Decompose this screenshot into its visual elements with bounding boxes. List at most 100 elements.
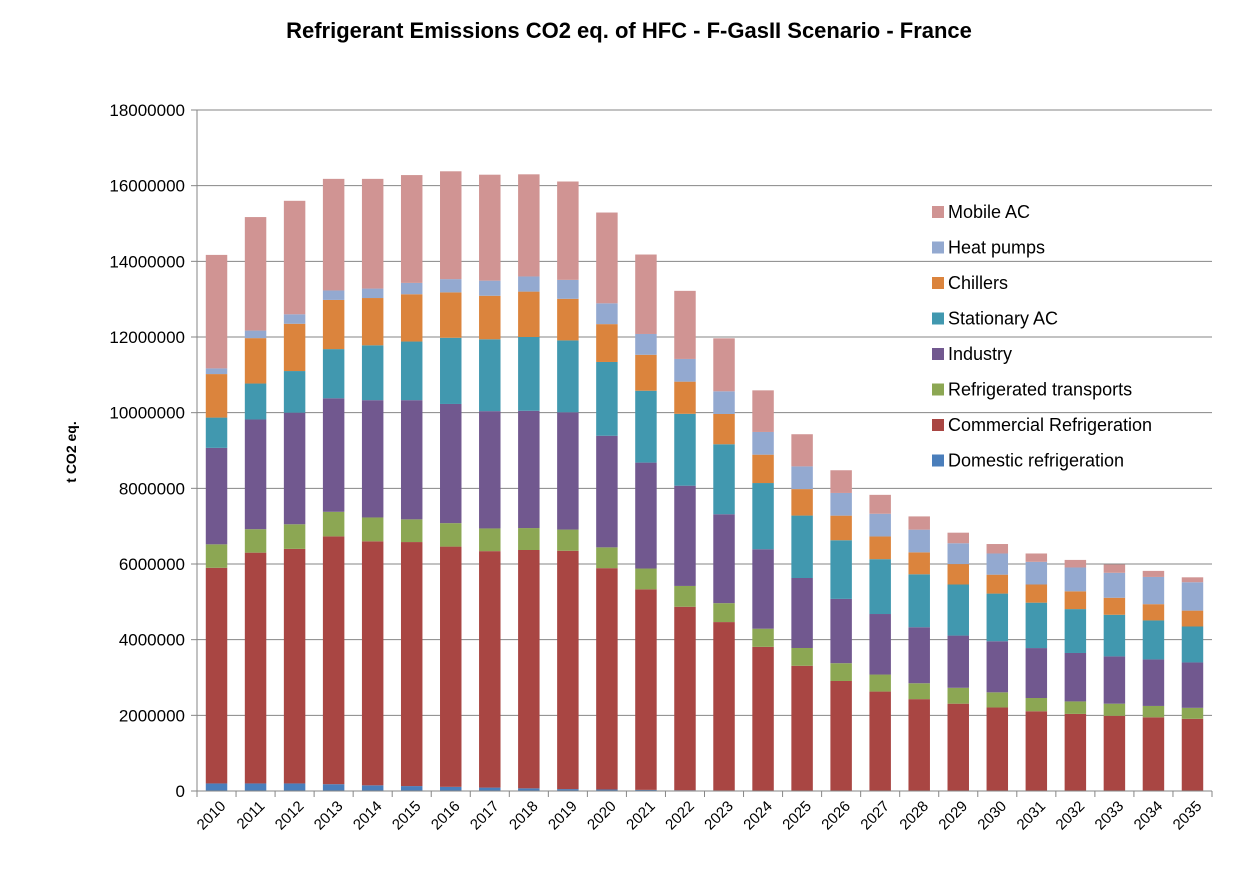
bar-segment <box>283 524 306 549</box>
bar-segment <box>1103 715 1126 791</box>
x-tick-label: 2016 <box>428 798 464 834</box>
y-tick-label: 2000000 <box>119 706 185 725</box>
bar-segment <box>596 324 618 362</box>
bar-segment <box>947 564 969 585</box>
legend-label: Industry <box>948 344 1012 364</box>
bar-segment <box>479 339 501 412</box>
bar-segment <box>518 528 540 551</box>
x-tick-label: 2033 <box>1092 798 1128 834</box>
bar-segment <box>1025 584 1048 603</box>
x-tick-label: 2021 <box>623 798 659 834</box>
y-tick-label: 0 <box>176 782 185 801</box>
bar-segment <box>205 567 228 784</box>
bar-segment <box>1142 620 1165 660</box>
legend-label: Mobile AC <box>948 202 1030 222</box>
bar-segment <box>1064 567 1087 592</box>
bar-segment <box>1064 591 1087 610</box>
bar-segment <box>479 787 501 791</box>
axes <box>196 110 1212 792</box>
bar-segment <box>322 784 345 791</box>
x-tick-label: 2032 <box>1053 798 1089 834</box>
bars <box>196 171 1213 797</box>
bar-segment <box>1181 707 1204 719</box>
bar-segment <box>244 529 267 553</box>
bar-segment <box>1025 711 1048 791</box>
bar-segment <box>1064 713 1087 791</box>
bar-segment <box>947 635 969 688</box>
bar-segment <box>869 536 891 560</box>
y-tick-label: 4000000 <box>119 631 185 650</box>
y-tick-label: 16000000 <box>109 177 185 196</box>
bar-segment <box>1142 570 1165 577</box>
bar-segment <box>244 552 267 784</box>
legend-swatch <box>932 383 944 396</box>
bar-segment <box>557 529 579 551</box>
bar-segment <box>791 466 813 490</box>
bar-segment <box>674 290 696 359</box>
bar-segment <box>1064 609 1087 653</box>
bar-segment <box>400 294 423 342</box>
bar-segment <box>440 279 462 293</box>
bar-segment <box>1181 718 1204 791</box>
bar-segment <box>986 574 1009 594</box>
bar-segment <box>1142 604 1165 621</box>
legend-swatch <box>932 312 944 325</box>
bar-segment <box>635 789 657 791</box>
bar-segment <box>596 547 618 569</box>
bar-segment <box>322 511 345 537</box>
legend-swatch <box>932 419 944 431</box>
bar-segment <box>479 411 501 529</box>
legend-label: Refrigerated transports <box>948 380 1132 400</box>
legend-label: Commercial Refrigeration <box>948 415 1152 435</box>
bar-segment <box>1064 701 1087 714</box>
bar-segment <box>400 519 423 543</box>
bar-segment <box>283 323 306 372</box>
bar-segment <box>752 431 774 455</box>
bar-segment <box>908 516 930 530</box>
bar-segment <box>830 515 852 541</box>
x-tick-label: 2024 <box>740 798 776 834</box>
bar-segment <box>986 692 1009 708</box>
bar-segment <box>322 178 345 291</box>
bar-segment <box>322 536 345 785</box>
x-tick-label: 2012 <box>272 798 308 834</box>
bar-segment <box>1181 577 1204 583</box>
y-tick-labels: 0 2000000 4000000 6000000 8000000 10000000 120… <box>109 101 185 801</box>
bar-segment <box>1025 553 1048 562</box>
bar-segment <box>869 691 891 791</box>
x-tick-label: 2013 <box>311 798 347 834</box>
y-tick-label: 12000000 <box>109 328 185 347</box>
bar-segment <box>674 358 696 382</box>
bar-segment <box>479 295 501 340</box>
legend-swatch <box>932 277 944 289</box>
bar-segment <box>361 785 384 791</box>
bar-segment <box>986 544 1009 554</box>
bar-segment <box>1142 576 1165 605</box>
bar-segment <box>283 548 306 784</box>
legend-swatch <box>932 348 944 360</box>
bar-segment <box>1103 572 1126 598</box>
legend-label: Stationary AC <box>948 309 1058 329</box>
bar-segment <box>244 419 267 530</box>
bar-segment <box>361 178 384 289</box>
bar-segment <box>752 549 774 629</box>
bar-segment <box>244 383 267 420</box>
bar-segment <box>752 646 774 791</box>
bar-segment <box>752 454 774 484</box>
bar-segment <box>635 462 657 569</box>
bar-segment <box>596 568 618 790</box>
bar-segment <box>518 550 540 789</box>
bar-segment <box>1103 614 1126 657</box>
bar-segment <box>283 200 306 315</box>
bar-segment <box>557 279 579 299</box>
x-tick-label: 2020 <box>584 798 620 834</box>
bar-segment <box>322 349 345 399</box>
bar-segment <box>713 444 735 515</box>
bar-segment <box>283 783 306 791</box>
bar-segment <box>557 181 579 280</box>
bar-segment <box>400 175 423 283</box>
bar-segment <box>713 622 735 791</box>
bar-segment <box>908 683 930 700</box>
bar-segment <box>322 398 345 512</box>
